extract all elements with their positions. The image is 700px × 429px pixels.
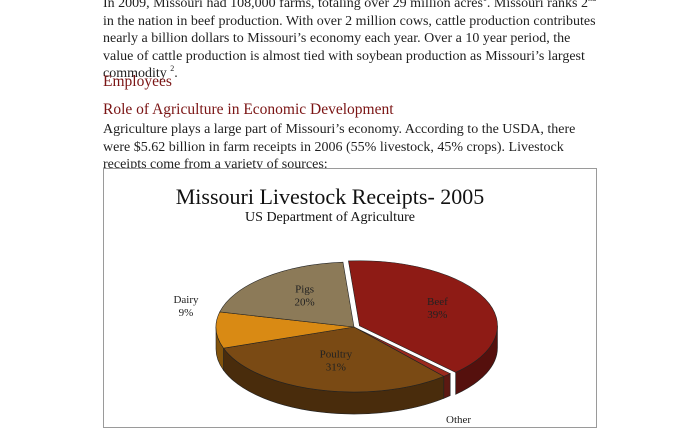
pie-label-dairy: Dairy bbox=[173, 294, 199, 306]
pie-layer bbox=[215, 260, 498, 415]
pie-value-dairy: 9% bbox=[179, 307, 194, 319]
intro-text-c: in bbox=[103, 13, 114, 29]
footnote-ref-2[interactable]: 2 bbox=[170, 64, 175, 73]
pie-slice-beef bbox=[348, 260, 498, 373]
heading-employees: Employees bbox=[103, 73, 172, 90]
intro-text-end: . bbox=[174, 66, 178, 81]
footnote-ref-1[interactable]: 1 bbox=[483, 0, 487, 3]
ordinal-suffix: nd bbox=[588, 0, 596, 3]
intro-text-rest: the nation in beef production. With over… bbox=[103, 13, 596, 82]
pie-slice-pigs bbox=[219, 261, 355, 328]
pie-label-pigs: Pigs bbox=[295, 283, 314, 295]
pie-label-beef: Beef bbox=[427, 296, 448, 308]
pie-value-pigs: 20% bbox=[295, 296, 315, 308]
pie-side-other bbox=[443, 373, 451, 399]
pie-label-poultry: Poultry bbox=[320, 348, 353, 360]
heading-role-of-agriculture: Role of Agriculture in Economic Developm… bbox=[103, 101, 394, 118]
livestock-chart: Missouri Livestock Receipts- 2005 US Dep… bbox=[103, 168, 597, 428]
intro-text-a: In 2009, Missouri had 108,000 farms, tot… bbox=[103, 0, 483, 11]
chart-subtitle: US Department of Agriculture bbox=[245, 210, 415, 225]
pie-value-poultry: 31% bbox=[326, 361, 346, 373]
intro-paragraph: In 2009, Missouri had 108,000 farms, tot… bbox=[103, 0, 603, 83]
agriculture-paragraph: Agriculture plays a large part of Missou… bbox=[103, 122, 576, 172]
chart-title: Missouri Livestock Receipts- 2005 bbox=[176, 184, 485, 209]
intro-text-b: . Missouri ranks 2 bbox=[486, 0, 589, 11]
pie-value-beef: 39% bbox=[427, 309, 447, 321]
pie-slice-poultry bbox=[222, 326, 445, 393]
pie-chart-svg: Missouri Livestock Receipts- 2005 US Dep… bbox=[173, 184, 498, 426]
